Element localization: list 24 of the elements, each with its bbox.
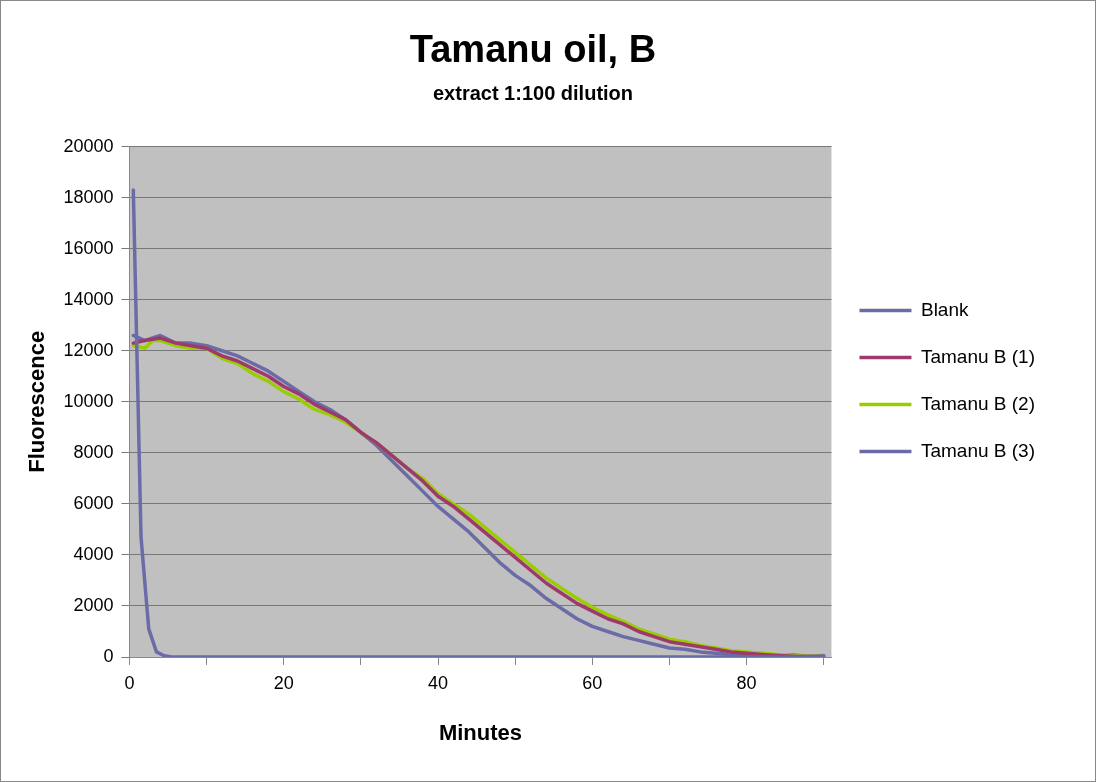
legend-label: Tamanu B (2)	[920, 392, 1035, 414]
y-tick-label: 20000	[63, 135, 114, 156]
y-tick-label: 14000	[63, 288, 114, 309]
x-tick-label: 0	[124, 672, 135, 693]
chart-title: Tamanu oil, B	[409, 28, 657, 71]
y-tick-label: 12000	[63, 339, 114, 360]
x-tick-label: 60	[582, 672, 603, 693]
y-tick-label: 18000	[63, 186, 114, 207]
legend-label: Tamanu B (1)	[920, 345, 1035, 367]
x-tick-label: 20	[273, 672, 294, 693]
chart-subtitle: extract 1:100 dilution	[432, 82, 634, 105]
y-tick-label: 0	[103, 645, 114, 666]
y-tick-label: 2000	[73, 594, 114, 615]
y-tick-label: 16000	[63, 237, 114, 258]
legend-label: Blank	[920, 298, 969, 320]
y-tick-label: 4000	[73, 543, 114, 564]
x-tick-label: 40	[428, 672, 449, 693]
legend-label: Tamanu B (3)	[920, 439, 1035, 461]
y-axis-title: Fluorescence	[24, 330, 50, 473]
y-tick-label: 10000	[63, 390, 114, 411]
y-tick-label: 6000	[73, 492, 114, 513]
x-tick-label: 80	[736, 672, 757, 693]
x-axis-title: Minutes	[438, 719, 523, 745]
y-tick-label: 8000	[73, 441, 114, 462]
